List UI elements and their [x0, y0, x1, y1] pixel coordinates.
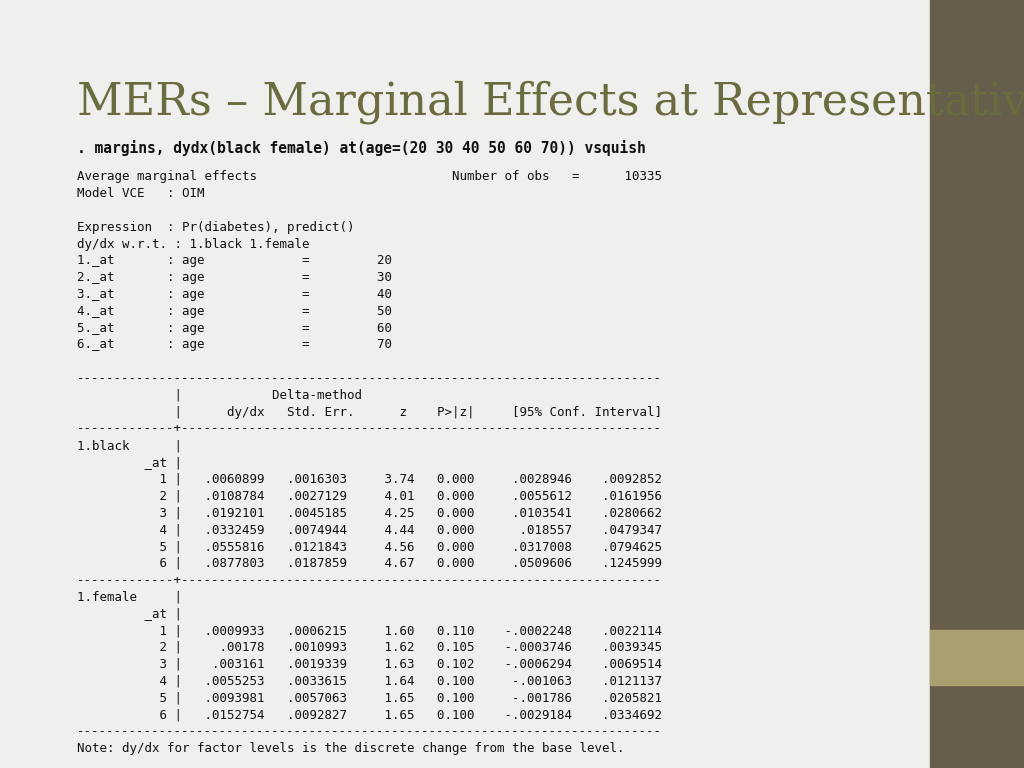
Text: Average marginal effects                          Number of obs   =      10335
M: Average marginal effects Number of obs =…: [77, 170, 662, 755]
Bar: [930, 0, 1024, 768]
Text: MERs – Marginal Effects at Representative values: MERs – Marginal Effects at Representativ…: [77, 81, 1024, 124]
Bar: [930, 630, 1024, 685]
Text: . margins, dydx(black female) at(age=(20 30 40 50 60 70)) vsquish: . margins, dydx(black female) at(age=(20…: [77, 140, 645, 156]
